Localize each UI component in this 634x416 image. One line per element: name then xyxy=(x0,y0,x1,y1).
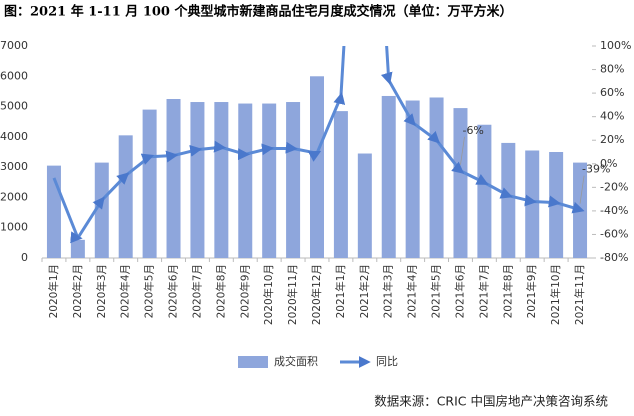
bar xyxy=(429,97,444,258)
bar xyxy=(142,109,157,258)
y2-tick-label: 60% xyxy=(600,86,624,99)
y2-tick-label: -40% xyxy=(600,204,628,217)
bar xyxy=(573,162,588,258)
bar xyxy=(501,142,516,258)
legend-swatch xyxy=(238,356,268,368)
legend-label: 成交面积 xyxy=(274,354,318,368)
y2-tick-label: 20% xyxy=(600,133,624,146)
x-tick-label: 2020年3月 xyxy=(95,264,108,318)
x-tick-label: 2021年9月 xyxy=(525,264,538,318)
y2-tick-label: -80% xyxy=(600,251,628,264)
y2-tick-label: 40% xyxy=(600,110,624,123)
x-tick-label: 2021年6月 xyxy=(453,264,466,318)
x-tick-label: 2020年5月 xyxy=(143,264,156,318)
y2-tick-label: 0% xyxy=(600,157,617,170)
bar xyxy=(310,76,324,259)
line-group xyxy=(52,46,585,244)
bar xyxy=(214,102,229,259)
legend-label: 同比 xyxy=(376,355,398,368)
x-tick-label: 2021年1月 xyxy=(334,264,347,318)
leader xyxy=(579,175,585,204)
x-tick-label: 2020年4月 xyxy=(119,264,132,318)
bar xyxy=(166,99,181,258)
x-tick-label: 2021年8月 xyxy=(501,264,514,318)
bar xyxy=(381,95,396,258)
bar xyxy=(118,135,133,258)
y-tick-label: 4000 xyxy=(0,130,28,143)
y-tick-label: 7000 xyxy=(0,39,28,52)
x-tick-label: 2021年5月 xyxy=(430,264,443,318)
x-tick-label: 2020年10月 xyxy=(262,264,275,325)
y-tick-label: 6000 xyxy=(0,69,28,82)
x-tick-label: 2020年9月 xyxy=(238,264,251,318)
y2-tick-label: 100% xyxy=(600,39,631,52)
x-tick-label: 2021年10月 xyxy=(549,264,562,325)
line xyxy=(52,46,585,244)
y2-tick-label: -60% xyxy=(600,227,628,240)
bar xyxy=(238,103,253,259)
bar xyxy=(262,103,277,259)
y-tick-label: 2000 xyxy=(0,190,28,203)
x-tick-label: 2021年4月 xyxy=(406,264,419,318)
bar xyxy=(70,239,85,258)
x-tick-label: 2020年11月 xyxy=(286,264,299,325)
x-tick-label: 2020年2月 xyxy=(71,264,84,318)
leader xyxy=(460,136,465,165)
x-tick-label: 2020年12月 xyxy=(310,264,323,325)
bar xyxy=(286,102,301,259)
value-label: -6% xyxy=(462,124,483,137)
y-tick-label: 5000 xyxy=(0,100,28,113)
y-tick-label: 0 xyxy=(21,251,28,264)
y2-tick-label: 80% xyxy=(600,63,624,76)
x-tick-label: 2021年11月 xyxy=(573,264,586,325)
y-tick-label: 1000 xyxy=(0,221,28,234)
x-tick-label: 2020年8月 xyxy=(214,264,227,318)
x-tick-label: 2020年7月 xyxy=(190,264,203,318)
x-tick-label: 2021年7月 xyxy=(477,264,490,318)
bar xyxy=(190,102,205,259)
x-tick-label: 2021年2月 xyxy=(358,264,371,318)
value-label: -39% xyxy=(582,163,610,176)
chart-title: 图：2021 年 1-11 月 100 个典型城市新建商品住宅月度成交情况（单位… xyxy=(4,4,512,20)
y-tick-label: 3000 xyxy=(0,160,28,173)
bar xyxy=(357,153,372,258)
source: 数据来源：CRIC 中国房地产决策咨询系统 xyxy=(374,394,608,409)
bar xyxy=(525,150,540,258)
x-tick-label: 2021年3月 xyxy=(382,264,395,318)
x-tick-label: 2020年1月 xyxy=(47,264,60,318)
x-tick-label: 2020年6月 xyxy=(167,264,180,318)
bar xyxy=(477,124,492,258)
bar xyxy=(333,111,348,258)
y2-tick-label: -20% xyxy=(600,180,628,193)
